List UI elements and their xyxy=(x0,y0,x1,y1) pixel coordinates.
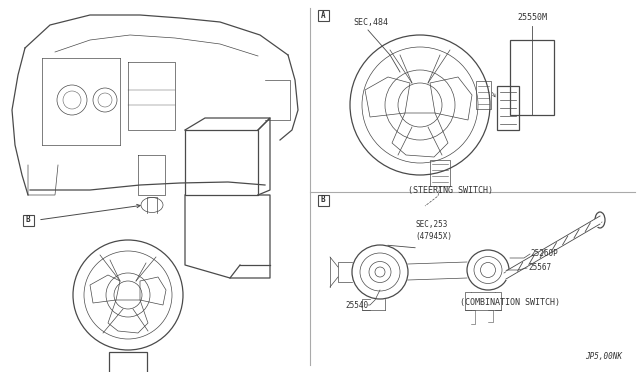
Text: B: B xyxy=(26,215,30,224)
Text: (COMBINATION SWITCH): (COMBINATION SWITCH) xyxy=(460,298,560,307)
Text: (STEERING SWITCH): (STEERING SWITCH) xyxy=(408,186,493,195)
Text: 25567: 25567 xyxy=(528,263,551,273)
Text: (47945X): (47945X) xyxy=(415,232,452,241)
Bar xyxy=(317,10,328,20)
Text: JP5,00NK: JP5,00NK xyxy=(585,352,622,360)
Bar xyxy=(22,215,33,225)
Bar xyxy=(510,40,554,115)
Bar xyxy=(109,352,147,372)
Text: A: A xyxy=(321,10,325,19)
Text: SEC,484: SEC,484 xyxy=(353,17,388,26)
Text: B: B xyxy=(321,196,325,205)
Bar xyxy=(317,195,328,205)
Text: 25550M: 25550M xyxy=(517,13,547,22)
Text: 25260P: 25260P xyxy=(530,250,557,259)
Ellipse shape xyxy=(595,212,605,228)
Text: SEC,253: SEC,253 xyxy=(415,221,447,230)
Text: 25540: 25540 xyxy=(345,301,368,310)
